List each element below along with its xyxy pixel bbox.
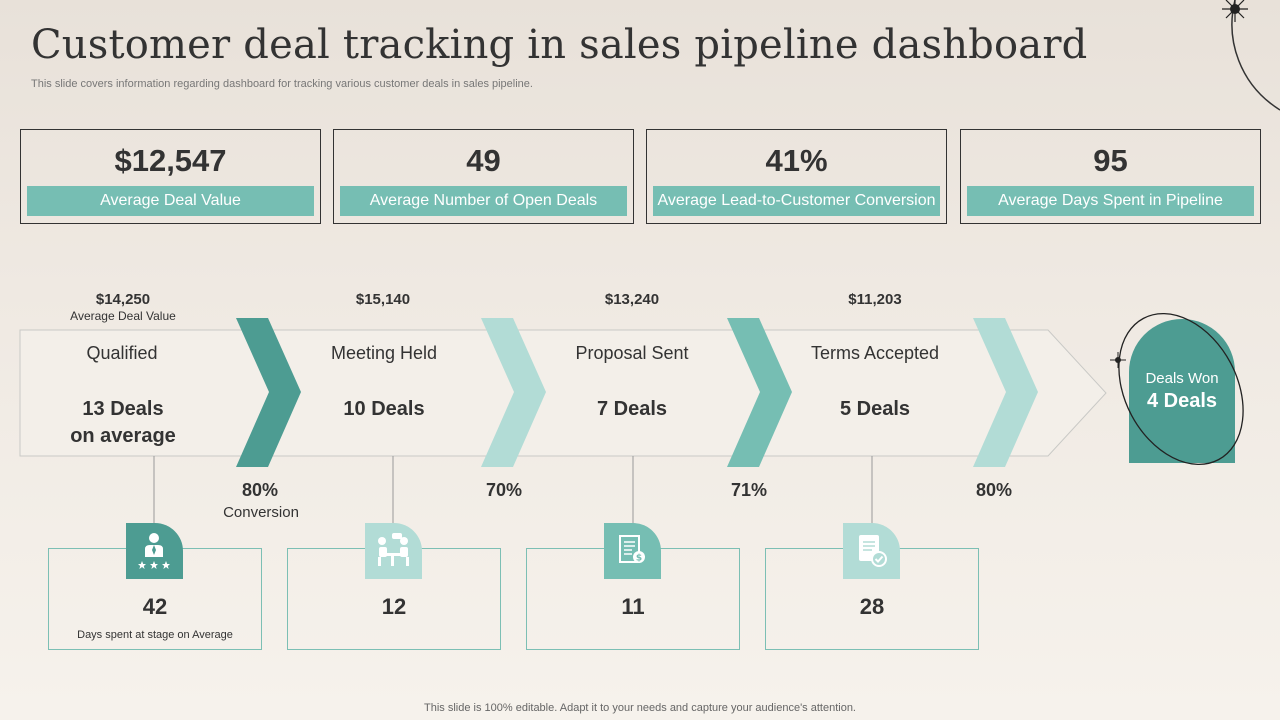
days-value: 42 [142, 594, 168, 619]
stage-deals-count: 7 Deals [596, 398, 668, 420]
stage-name: Meeting Held [330, 343, 438, 363]
person-stars-icon [126, 523, 183, 579]
chevron-4 [973, 318, 1038, 467]
stage-deals-count: 10 Deals [343, 398, 425, 420]
stage-name: Proposal Sent [575, 343, 689, 363]
kpi-card-days-in-pipeline: 95 Average Days Spent in Pipeline [960, 129, 1261, 224]
stage-value-caption: Average Deal Value [70, 309, 176, 323]
stage-deals-sub: on average [70, 425, 176, 447]
stage-value: $11,203 [848, 291, 902, 308]
conversion-rate: 71% [730, 480, 768, 500]
days-value: 28 [859, 594, 885, 619]
kpi-value: 95 [1093, 143, 1128, 178]
stage-value: $14,250 [95, 291, 151, 308]
kpi-label: Average Lead-to-Customer Conversion [653, 186, 940, 216]
days-value: 12 [381, 594, 407, 619]
deals-won-value: 4 Deals [1146, 390, 1218, 412]
kpi-label: Average Days Spent in Pipeline [967, 186, 1254, 216]
meeting-icon [365, 523, 422, 579]
chevron-2 [481, 318, 546, 467]
days-value: 11 [621, 594, 645, 619]
svg-text:$: $ [636, 554, 642, 564]
conversion-rate: 70% [485, 480, 523, 500]
stage-value: $13,240 [604, 291, 660, 308]
approved-document-icon [843, 523, 900, 579]
page-subtitle: This slide covers information regarding … [31, 78, 533, 90]
decorative-spark-icon [1222, 0, 1280, 111]
stage-deals-count: 13 Deals [82, 398, 164, 420]
kpi-value: $12,547 [114, 143, 227, 178]
kpi-label: Average Deal Value [27, 186, 314, 216]
stage-deals-count: 5 Deals [839, 398, 911, 420]
kpi-card-average-deal-value: $12,547 Average Deal Value [20, 129, 321, 224]
kpi-card-conversion: 41% Average Lead-to-Customer Conversion [646, 129, 947, 224]
stage-deals: 13 Deals on average [23, 396, 223, 450]
chevron-3 [727, 318, 792, 467]
kpi-card-open-deals: 49 Average Number of Open Deals [333, 129, 634, 224]
stage-value: $15,140 [355, 291, 411, 308]
stage-name: Terms Accepted [810, 343, 940, 363]
kpi-value: 49 [466, 143, 501, 178]
conversion-caption: Conversion [223, 504, 299, 521]
proposal-document-icon: $ [604, 523, 661, 579]
chevron-1 [236, 318, 301, 467]
page-title: Customer deal tracking in sales pipeline… [31, 22, 1088, 68]
conversion-rate: 80% [975, 480, 1013, 500]
stage-name: Qualified [86, 343, 158, 363]
footer-note: This slide is 100% editable. Adapt it to… [424, 702, 856, 714]
kpi-label: Average Number of Open Deals [340, 186, 627, 216]
kpi-value: 41% [765, 143, 828, 178]
deals-won-label: Deals Won [1145, 370, 1219, 387]
conversion-rate: 80% [241, 480, 279, 500]
days-caption: Days spent at stage on Average [77, 629, 233, 641]
